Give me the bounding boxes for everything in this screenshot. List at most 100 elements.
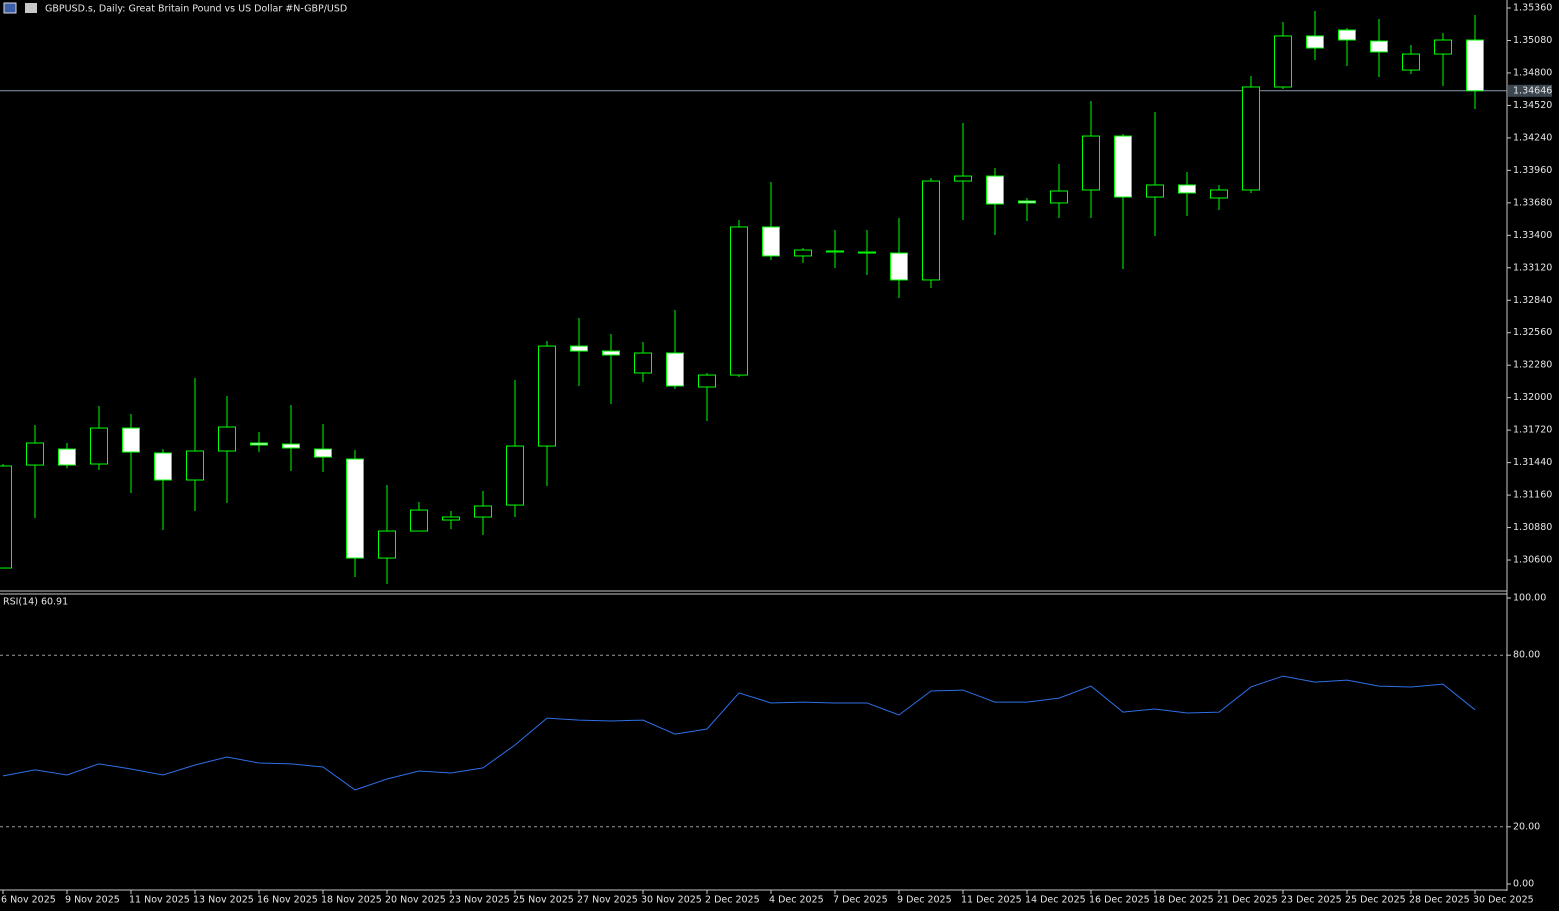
x-tick-label: 27 Nov 2025 [577, 895, 638, 906]
y-tick-label: 1.31160 [1513, 490, 1552, 501]
candle-body [474, 505, 492, 518]
candle-body [762, 226, 780, 257]
candle-body [250, 442, 268, 446]
x-tick-label: 9 Nov 2025 [65, 895, 120, 906]
y-tick-label: 1.31440 [1513, 457, 1552, 468]
candle-body [1466, 39, 1484, 92]
candle-body [826, 250, 844, 253]
candle-body [1274, 35, 1292, 88]
x-tick-label: 11 Dec 2025 [961, 895, 1022, 906]
candle-body [282, 443, 300, 449]
candle-body [570, 345, 588, 352]
chart-icon[interactable] [25, 3, 37, 13]
menu-icon[interactable] [3, 2, 17, 14]
candle-body [1178, 184, 1196, 194]
x-tick-label: 25 Nov 2025 [513, 895, 574, 906]
candle-body [698, 374, 716, 388]
y-tick-label: 1.32840 [1513, 295, 1552, 306]
candle-body [986, 175, 1004, 205]
candle-body [1210, 189, 1228, 199]
y-tick-label: 1.30880 [1513, 522, 1552, 533]
candle-body [602, 350, 620, 356]
candle-body [506, 445, 524, 506]
candle-body [154, 452, 172, 481]
y-tick-label: 1.35360 [1513, 3, 1552, 14]
x-tick-label: 20 Nov 2025 [385, 895, 446, 906]
candle-body [538, 345, 556, 447]
y-tick-label: 1.32560 [1513, 327, 1552, 338]
last-price-box [1508, 84, 1552, 97]
y-tick-label: 1.32280 [1513, 360, 1552, 371]
x-tick-label: 6 Nov 2025 [1, 895, 56, 906]
x-tick-label: 30 Nov 2025 [641, 895, 702, 906]
candle-body [218, 426, 236, 452]
y-tick-label: 1.33400 [1513, 230, 1552, 241]
candle-body [378, 530, 396, 559]
y-tick-label: 1.32000 [1513, 392, 1552, 403]
x-tick-label: 11 Nov 2025 [129, 895, 190, 906]
candle-body [1082, 135, 1100, 191]
y-tick-label: 0.00 [1513, 878, 1534, 889]
candle-body [922, 180, 940, 281]
candle-body [58, 448, 76, 466]
candle-body [442, 516, 460, 521]
y-tick-label: 1.33960 [1513, 165, 1552, 176]
candle-body [890, 252, 908, 281]
candle-body [954, 175, 972, 182]
candle-body [1242, 86, 1260, 191]
rsi-line [2, 675, 1476, 791]
rsi-title: RSI(14) 60.91 [3, 597, 68, 608]
y-tick-label: 80.00 [1513, 650, 1540, 661]
x-tick-label: 21 Dec 2025 [1217, 895, 1278, 906]
candle-body [346, 458, 364, 559]
x-tick-label: 18 Nov 2025 [321, 895, 382, 906]
x-tick-label: 16 Nov 2025 [257, 895, 318, 906]
candle-body [0, 465, 12, 569]
x-tick-label: 4 Dec 2025 [769, 895, 824, 906]
candle-body [1306, 35, 1324, 49]
candle-body [666, 352, 684, 387]
x-tick-label: 16 Dec 2025 [1089, 895, 1150, 906]
candle-body [794, 249, 812, 257]
candle-body [1338, 29, 1356, 41]
candle-body [1114, 135, 1132, 198]
x-tick-label: 30 Dec 2025 [1473, 895, 1534, 906]
y-tick-label: 100.00 [1513, 593, 1546, 604]
x-tick-label: 23 Dec 2025 [1281, 895, 1342, 906]
candle-body [1402, 53, 1420, 71]
y-tick-label: 1.34240 [1513, 132, 1552, 143]
x-tick-label: 2 Dec 2025 [705, 895, 760, 906]
y-tick-label: 1.35080 [1513, 35, 1552, 46]
candle-body [26, 442, 44, 466]
candle-body [314, 448, 332, 458]
candle-body [410, 509, 428, 532]
x-tick-label: 13 Nov 2025 [193, 895, 254, 906]
window-icons [3, 2, 37, 14]
last-price-label: 1.34646 [1513, 85, 1552, 96]
x-tick-label: 25 Dec 2025 [1345, 895, 1406, 906]
candle-body [90, 427, 108, 465]
x-tick-label: 14 Dec 2025 [1025, 895, 1086, 906]
y-tick-label: 1.34800 [1513, 67, 1552, 78]
y-tick-label: 1.30600 [1513, 555, 1552, 566]
candle-body [858, 251, 876, 254]
x-tick-label: 18 Dec 2025 [1153, 895, 1214, 906]
candle-body [186, 450, 204, 481]
candle-body [634, 352, 652, 374]
y-tick-label: 1.33120 [1513, 262, 1552, 273]
y-tick-label: 1.34520 [1513, 100, 1552, 111]
x-tick-label: 28 Dec 2025 [1409, 895, 1470, 906]
x-tick-label: 9 Dec 2025 [897, 895, 952, 906]
candle-body [122, 427, 140, 453]
candle-body [1146, 184, 1164, 198]
y-tick-label: 1.31720 [1513, 425, 1552, 436]
y-tick-label: 1.33680 [1513, 197, 1552, 208]
candle-body [1018, 200, 1036, 204]
candle-body [730, 226, 748, 376]
x-tick-label: 7 Dec 2025 [833, 895, 888, 906]
candle-body [1050, 190, 1068, 204]
candle-body [1434, 39, 1452, 55]
chart-header: GBPUSD.s, Daily: Great Britain Pound vs … [45, 4, 347, 15]
